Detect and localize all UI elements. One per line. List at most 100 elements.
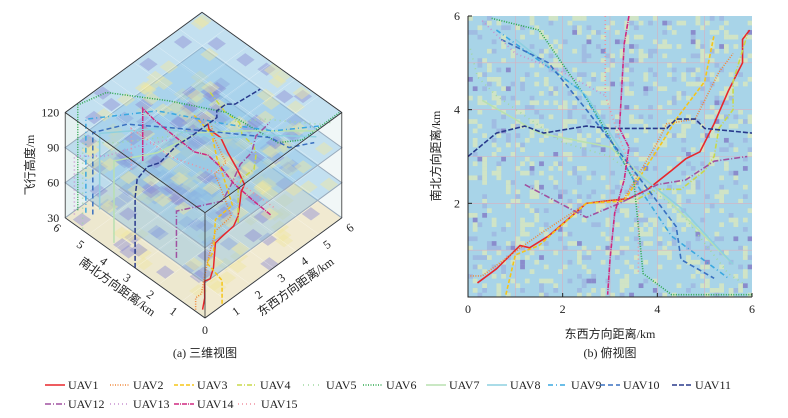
heatmap-cell [690,259,696,265]
layer-cell [82,137,101,151]
legend-item-uav15: UAV15 [238,397,297,411]
layer-cell [293,89,313,104]
heatmap-cell [690,67,696,73]
heatmap-cell [539,161,544,167]
heatmap-cell [477,95,483,101]
heatmap-cell [501,25,506,31]
layer-cell [274,139,293,154]
legend-label: UAV3 [197,377,228,392]
heatmap-cell [738,72,743,77]
heatmap-cell [591,30,597,35]
layer-cell [135,97,154,112]
heatmap-cell [690,283,696,289]
heatmap-cell [562,264,568,270]
heatmap-cell [477,156,483,162]
heatmap-cell [539,62,544,68]
heatmap-cell [543,34,549,40]
heatmap-cell [705,114,710,120]
heatmap-cell [567,156,573,162]
heatmap-cell [600,175,606,181]
trajectory-3d-uav12 [175,122,271,258]
heatmap-cell [681,91,687,96]
heatmap-cell [553,250,559,256]
heatmap-cell [600,231,606,237]
heatmap-cell [676,20,682,26]
legend-line-swatch [238,403,258,405]
heatmap-cell [520,76,525,82]
heatmap-cell [714,119,720,124]
box-edge [204,217,343,319]
layer-cell [259,143,278,158]
heatmap-cell [733,217,739,223]
heatmap-cell [700,86,706,92]
legend-item-uav6: UAV6 [363,378,416,392]
heatmap-cell [524,278,530,284]
layer-cell [230,165,250,180]
heatmap-cell [629,16,634,21]
heatmap-cell [501,264,506,270]
layer-cell [129,175,149,189]
heatmap-cell [539,137,544,143]
heatmap-cell [657,86,663,92]
heatmap-cell [539,283,544,289]
heatmap-cell [496,161,502,167]
heatmap-cell [595,245,601,251]
heatmap-cell [520,288,525,293]
heatmap-cell [681,20,687,26]
heatmap-cell [491,273,497,279]
heatmap-cell [714,76,720,82]
heatmap-cell [747,30,752,35]
heatmap-cell [695,39,701,45]
heatmap-cell [629,114,634,120]
heatmap-cell [581,72,587,77]
heatmap-cell [700,53,706,59]
heatmap-cell [581,147,587,153]
heatmap-cell [586,255,592,260]
heatmap-cell [472,142,478,148]
heatmap-cell [667,72,672,77]
heatmap-cell [676,217,682,223]
heatmap-cell [477,100,483,106]
heatmap-cell [581,142,587,148]
layer-cell [112,226,132,241]
heatmap-cell [648,105,653,110]
heatmap-cell [719,91,725,96]
heatmap-cell [652,166,658,171]
heatmap-cell [610,250,615,256]
heatmap-cell [676,283,682,289]
trajectory-3d-uav14 [141,106,272,216]
heatmap-cell [553,48,559,54]
heatmap-cell [705,292,710,297]
heatmap-cell [491,91,497,96]
heatmap-cell [543,241,549,246]
heatmap-cell [558,194,563,199]
heatmap-cell [524,72,530,77]
heatmap-cell [572,119,578,124]
heatmap-cell [491,119,497,124]
layer-cell [180,100,199,115]
heatmap-cell [491,137,497,143]
legend-line-swatch [600,384,620,386]
layer-cell [253,181,272,195]
heatmap-cell [733,123,739,129]
heatmap-cell [695,53,701,59]
legend-line-swatch [672,384,692,386]
heatmap-cell [468,30,473,35]
trajectory-top-uav11 [468,118,752,158]
layer-cell [173,182,192,196]
heatmap-cell [633,34,639,40]
box-edge [201,11,343,113]
heatmap-cell [477,255,483,260]
heatmap-cell [742,184,748,190]
layer-cell [189,284,208,298]
layer-cell [174,201,193,215]
heatmap-cell [742,119,748,124]
heatmap-cell [700,264,706,270]
heatmap-cell [595,222,601,228]
heatmap-cell [728,91,734,96]
heatmap-cell [520,25,525,31]
heatmap-cell [562,105,568,110]
heatmap-cell [581,16,587,21]
layer-cell [155,265,175,279]
